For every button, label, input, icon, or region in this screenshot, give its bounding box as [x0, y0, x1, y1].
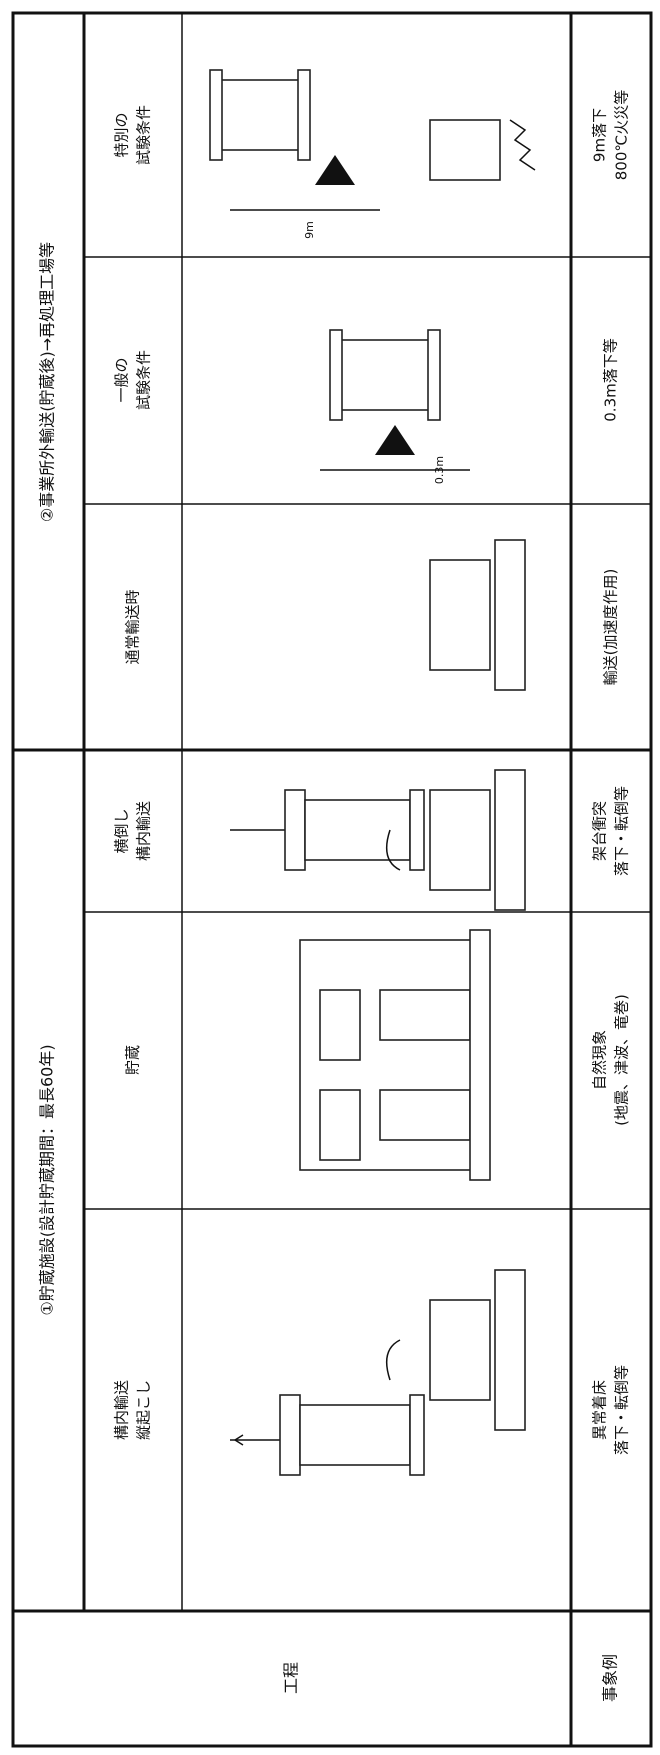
event-example: 異常着床: [591, 1380, 609, 1440]
column-name: 構内輸送: [135, 801, 153, 861]
group-title: ①貯蔵施設(設計貯蔵期間：最長60年): [38, 1044, 57, 1315]
storage-drawing: [299, 929, 491, 1181]
column-rules: [84, 256, 651, 1210]
drop-height: 0.3m: [433, 456, 446, 484]
column-name: 通常輸送時: [124, 589, 142, 664]
column-name: 試験条件: [135, 350, 153, 410]
column-name: 構内輸送: [113, 1380, 131, 1440]
event-example: 落下・転倒等: [613, 786, 631, 876]
event-example: 落下・転倒等: [613, 1365, 631, 1455]
event-example: 自然現象: [591, 1030, 609, 1090]
event-example: 0.3m落下等: [602, 338, 620, 421]
process-label: 工程: [282, 1662, 301, 1694]
border: [11, 11, 653, 1748]
group-title: ②事業所外輸送(貯蔵後)→再処理工場等: [38, 242, 57, 522]
event-example: 架台衝突: [591, 801, 609, 861]
cask-tilt-drawing: [230, 769, 526, 911]
event-example: 9m落下: [591, 108, 609, 162]
drop-height: 9m: [303, 221, 316, 239]
cask-upright-drawing: [230, 1269, 526, 1476]
column-name: 縦起こし: [135, 1380, 153, 1440]
event-example: (地震、津波、竜巻): [613, 994, 631, 1126]
column-name: 特別の: [113, 112, 131, 157]
column-name: 横倒し: [113, 808, 131, 853]
event-example: 輸送(加速度作用): [602, 569, 620, 686]
transport-drawing: [429, 539, 526, 691]
column-name: 試験条件: [135, 105, 153, 165]
event-label: 事象例: [601, 1654, 620, 1702]
event-example: 800℃火災等: [613, 90, 631, 180]
drop-drawing: [320, 329, 470, 471]
column-name: 一般の: [113, 357, 131, 402]
drop-drawing: [209, 69, 536, 211]
column-name: 貯蔵: [124, 1045, 142, 1075]
